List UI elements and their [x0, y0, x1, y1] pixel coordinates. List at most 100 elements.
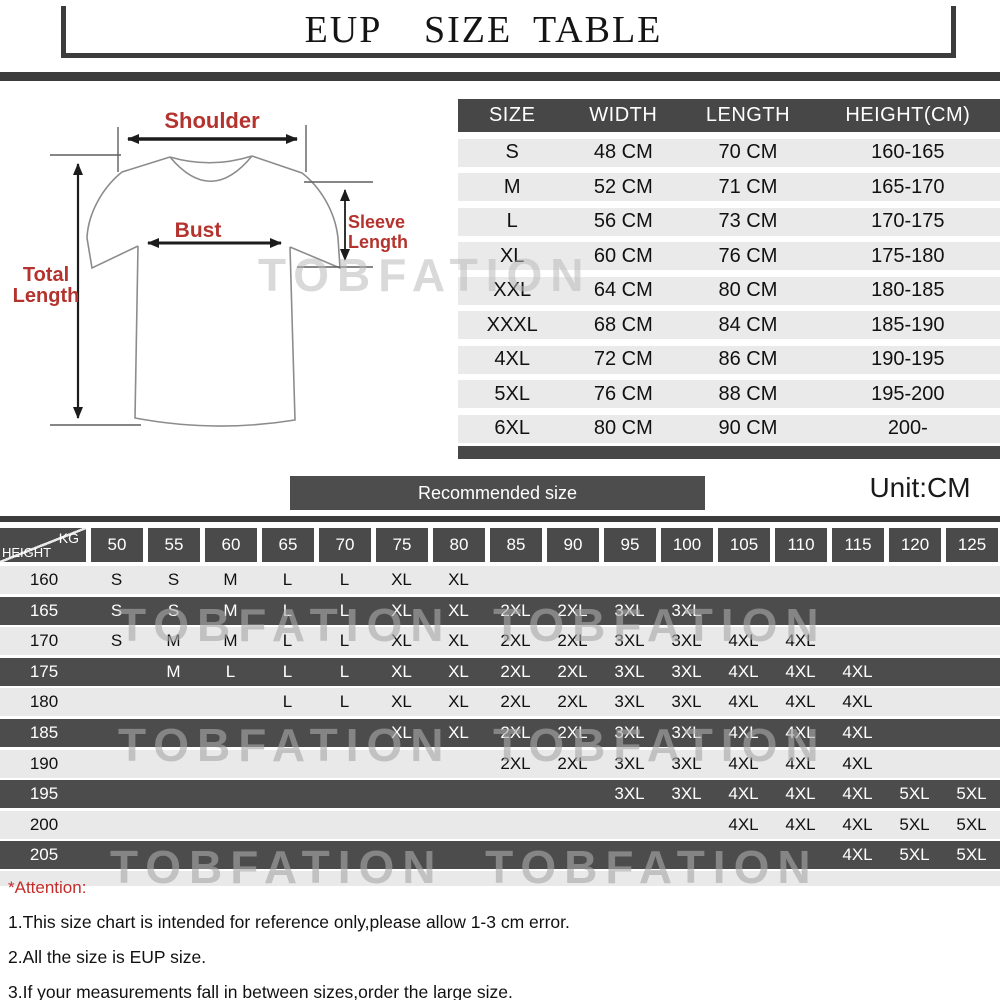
sleeve-label-line2: Length	[348, 232, 408, 252]
matrix-size-cell: S	[110, 600, 123, 620]
matrix-kg-header-cell: 120	[889, 528, 941, 562]
size-table-cell: 4XL	[494, 348, 530, 370]
matrix-row: 195 3XL 3XL 4XL 4XL 4XL 5XL 5XL	[0, 780, 1000, 809]
matrix-header-row: KG HEIGHT 50 55 60 65 70 75 80 85 90 95 100 105 110 1…	[0, 528, 1000, 562]
matrix-size-cell: S	[167, 600, 180, 620]
matrix-size-cell: 4XL	[842, 845, 873, 865]
size-table-cell: 76 CM	[718, 244, 778, 267]
matrix-size-cell: L	[339, 661, 350, 681]
matrix-size-cell: 4XL	[842, 784, 873, 804]
matrix-size-cell: 5XL	[899, 845, 930, 865]
matrix-height-label: 200	[29, 814, 59, 834]
size-table-body: S 48 CM 70 CM 160-165 M 52 CM 71 CM 165-170 L 56 …	[458, 138, 1000, 443]
matrix-size-cell: 3XL	[671, 753, 702, 773]
tshirt-outline	[86, 155, 341, 427]
sleeve-label-line1: Sleeve	[348, 212, 405, 232]
size-table-cell: 68 CM	[593, 313, 653, 336]
matrix-size-cell: 4XL	[842, 753, 873, 773]
total-length-label-line2: Length	[13, 285, 80, 307]
matrix-size-cell: XL	[448, 600, 469, 620]
matrix-size-cell: 5XL	[899, 784, 930, 804]
matrix-height-label: 160	[29, 570, 59, 589]
matrix-size-cell: 4XL	[728, 722, 759, 742]
height-axis-label: HEIGHT	[2, 545, 52, 560]
matrix-size-cell: 4XL	[785, 722, 816, 742]
size-table-cell: 80 CM	[593, 417, 653, 439]
size-table-cell: 5XL	[494, 382, 530, 405]
size-table-cell: 195-200	[871, 382, 945, 405]
matrix-size-cell: 4XL	[728, 814, 759, 834]
matrix-size-cell: 2XL	[557, 631, 588, 651]
matrix-size-cell: 4XL	[842, 692, 873, 712]
size-table-cell: 73 CM	[718, 210, 778, 232]
matrix-size-cell: 4XL	[728, 661, 759, 681]
matrix-size-cell: 3XL	[671, 784, 702, 804]
attention-note-2: 2.All the size is EUP size.	[8, 947, 207, 967]
matrix-size-cell: 2XL	[557, 661, 588, 681]
matrix-height-label: 195	[29, 784, 59, 804]
size-table-cell: 180-185	[871, 279, 945, 301]
matrix-size-cell: 3XL	[614, 692, 645, 712]
size-table-header: SIZE WIDTH LENGTH HEIGHT(CM)	[458, 99, 1000, 132]
size-table-cell: M	[503, 175, 521, 198]
matrix-row: 180 L L XL XL 2XL 2XL 3XL 3XL 4XL 4XL 4XL	[0, 688, 1000, 717]
matrix-height-label: 190	[29, 753, 59, 773]
attention-note-1: 1.This size chart is intended for refere…	[8, 912, 570, 932]
matrix-kg-header-cell: 105	[718, 528, 770, 562]
matrix-size-cell: 4XL	[785, 631, 816, 651]
matrix-kg-header-cell: 75	[376, 528, 428, 562]
size-table-row: S 48 CM 70 CM 160-165	[458, 138, 1000, 167]
size-table-row: 4XL 72 CM 86 CM 190-195	[458, 345, 1000, 374]
size-table-row: 5XL 76 CM 88 CM 195-200	[458, 380, 1000, 408]
matrix-size-cell: 3XL	[671, 722, 702, 742]
matrix-size-cell: L	[282, 661, 293, 681]
matrix-size-cell: S	[110, 570, 123, 589]
size-table-cell: 48 CM	[593, 141, 653, 163]
attention-note-3: 3.If your measurements fall in between s…	[8, 982, 513, 1000]
matrix-size-cell: L	[282, 692, 293, 712]
matrix-height-label: 175	[29, 661, 59, 681]
measurement-arrows	[73, 134, 350, 419]
matrix-size-cell: 4XL	[728, 631, 759, 651]
matrix-size-cell: XL	[391, 631, 412, 651]
size-table-cell: XXL	[493, 279, 532, 301]
recommended-size-label: Recommended size	[417, 482, 578, 503]
size-table-cell: 170-175	[871, 210, 945, 232]
matrix-size-cell: L	[282, 570, 293, 589]
matrix-size-cell: 3XL	[671, 600, 702, 620]
matrix-size-cell: XL	[391, 692, 412, 712]
matrix-kg-header-cell: 90	[547, 528, 599, 562]
matrix-size-cell: 4XL	[728, 692, 759, 712]
matrix-height-label: 165	[29, 600, 59, 620]
size-table-header-cell: HEIGHT(CM)	[845, 104, 971, 126]
matrix-size-cell: 3XL	[614, 722, 645, 742]
size-table-cell: 6XL	[494, 417, 530, 439]
matrix-size-cell: XL	[391, 570, 412, 589]
matrix-size-cell: L	[339, 692, 350, 712]
matrix-size-cell: 4XL	[728, 753, 759, 773]
shirt-measurement-diagram: Shoulder Bust Sleeve Length Total Length	[0, 90, 460, 470]
matrix-height-label: 170	[29, 631, 59, 651]
matrix-size-cell: 4XL	[842, 661, 873, 681]
matrix-height-label: 180	[29, 692, 59, 712]
matrix-kg-header-cell: 110	[775, 528, 827, 562]
matrix-size-cell: 4XL	[785, 784, 816, 804]
divider-bar-top	[0, 72, 1000, 81]
matrix-size-cell: 3XL	[614, 661, 645, 681]
matrix-size-cell: S	[167, 570, 180, 589]
size-table-row: L 56 CM 73 CM 170-175	[458, 207, 1000, 236]
matrix-kg-header-cell: 115	[832, 528, 884, 562]
size-table-cell: 64 CM	[593, 279, 653, 301]
size-table-row: XXXL 68 CM 84 CM 185-190	[458, 311, 1000, 339]
matrix-bottom-strip	[0, 871, 1000, 886]
matrix-row: 175 M L L L XL XL 2XL 2XL 3XL 3XL 4XL 4XL 4XL	[0, 657, 1000, 686]
matrix-size-cell: 2XL	[500, 661, 531, 681]
matrix-height-label: 185	[29, 722, 59, 742]
size-table-cell: 175-180	[871, 244, 945, 267]
matrix-size-cell: 2XL	[500, 722, 531, 742]
size-table-cell: 185-190	[871, 313, 945, 336]
recommended-size-banner: Recommended size	[290, 476, 705, 510]
size-table-cell: 52 CM	[593, 175, 653, 198]
matrix-body: 160 S S M L L XL XL 165 S S M L L XL XL 2XL 2XL 3XL 3XL 170 S…	[0, 566, 1000, 870]
matrix-row: 160 S S M L L XL XL	[0, 566, 1000, 594]
